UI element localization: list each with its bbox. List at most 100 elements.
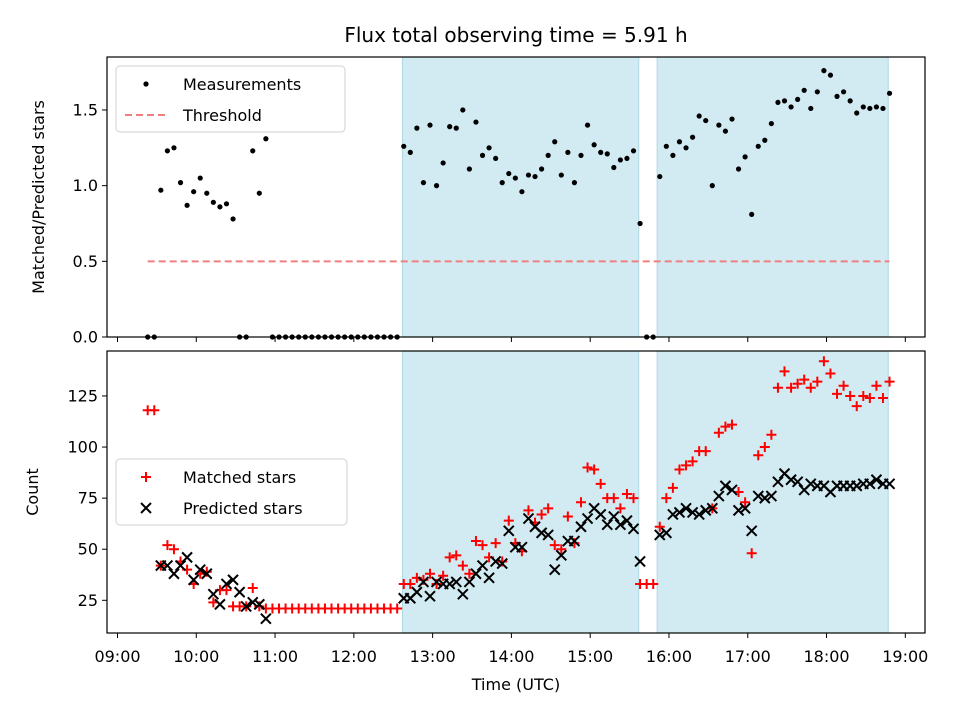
bottom-y-axis-label: Count — [23, 468, 42, 516]
bottom-shaded-region-1 — [401, 350, 640, 634]
measurement-point — [637, 220, 643, 227]
measurement-point — [499, 180, 505, 186]
predicted-star-point — [253, 598, 266, 611]
measurement-point — [676, 139, 683, 145]
matched-star-point — [851, 401, 862, 412]
x-tick-label: 15:00 — [567, 647, 613, 666]
matched-star-point — [792, 378, 803, 389]
predicted-star-point — [805, 478, 817, 490]
measurement-point — [223, 201, 230, 207]
measurement-point — [571, 180, 578, 186]
predicted-star-point — [660, 527, 673, 539]
legend-marker-plus — [141, 472, 151, 482]
predicted-star-point — [516, 541, 528, 553]
predicted-star-point — [424, 590, 436, 602]
legend-marker-x — [140, 502, 152, 514]
measurement-point — [217, 204, 223, 210]
measurement-point — [177, 180, 184, 186]
matched-star-point — [523, 505, 534, 516]
matched-star-point — [536, 509, 547, 520]
predicted-star-point — [601, 518, 613, 531]
measurement-point — [696, 113, 702, 119]
matched-star-point — [562, 511, 573, 522]
predicted-star-point — [700, 504, 712, 517]
x-tick-label: 17:00 — [725, 647, 771, 666]
measurement-point — [762, 137, 768, 143]
matched-star-point — [687, 456, 698, 467]
predicted-star-point — [489, 555, 502, 568]
predicted-star-point — [785, 474, 797, 486]
predicted-star-point — [220, 578, 233, 590]
matched-star-point — [877, 393, 888, 403]
measurement-point — [407, 149, 413, 155]
predicted-star-point — [549, 563, 561, 576]
measurement-point — [158, 187, 164, 193]
top-series-measurements — [145, 68, 893, 340]
matched-star-point — [503, 515, 514, 526]
measurement-point — [630, 148, 637, 154]
predicted-star-point — [864, 478, 876, 490]
predicted-star-point — [791, 476, 804, 488]
measurement-point — [204, 190, 210, 196]
measurement-point — [473, 119, 479, 125]
matched-star-point — [589, 464, 600, 475]
measurement-point — [197, 175, 203, 181]
measurement-point — [801, 87, 807, 93]
measurement-point — [860, 104, 866, 110]
predicted-star-point — [706, 502, 719, 515]
x-tick-label: 11:00 — [252, 647, 298, 666]
measurement-point — [427, 122, 433, 128]
predicted-star-point — [522, 512, 535, 525]
measurement-point — [847, 98, 853, 104]
matched-star-point — [805, 382, 816, 393]
measurement-point — [493, 155, 499, 162]
measurement-point — [191, 189, 197, 195]
measurement-point — [171, 145, 177, 151]
predicted-star-point — [187, 574, 200, 586]
bottom-legend: Matched stars Predicted stars — [115, 458, 348, 526]
legend-label: Matched stars — [183, 468, 296, 487]
bottom-panel: 25 50 75 100 125 Matched stars Predicted stars — [67, 350, 926, 638]
matched-star-point — [825, 368, 836, 379]
matched-star-point — [575, 497, 586, 508]
top-axes-frame — [106, 56, 926, 338]
matched-star-point — [464, 568, 475, 579]
matched-star-point — [845, 390, 856, 401]
measurement-point — [821, 68, 827, 74]
measurement-point — [709, 183, 715, 189]
measurement-point — [722, 128, 729, 134]
predicted-star-point — [608, 510, 620, 523]
measurement-point — [525, 172, 532, 178]
bottom-y-tick-label: 50 — [78, 540, 98, 559]
bottom-series-matched-stars — [142, 356, 895, 614]
predicted-star-point — [883, 478, 896, 490]
matched-star-point — [884, 376, 895, 387]
predicted-star-point — [194, 563, 206, 576]
predicted-star-point — [752, 490, 764, 502]
measurement-point — [230, 216, 236, 222]
matched-star-point — [168, 544, 179, 555]
matched-star-point — [424, 568, 435, 579]
predicted-star-point — [542, 529, 554, 541]
bottom-y-tick-label: 125 — [67, 386, 98, 405]
measurement-point — [742, 154, 748, 160]
predicted-star-point — [772, 476, 784, 488]
matched-star-point — [766, 429, 777, 440]
predicted-star-point — [759, 492, 771, 504]
measurement-point — [460, 107, 466, 113]
measurement-point — [512, 175, 518, 181]
measurement-point — [414, 125, 420, 131]
measurement-point — [591, 142, 597, 148]
predicted-star-point — [614, 518, 627, 531]
legend-marker-dot — [143, 81, 149, 87]
matched-star-point — [786, 382, 797, 393]
measurement-point — [840, 89, 847, 95]
measurement-point — [735, 166, 742, 172]
matched-star-point — [149, 405, 160, 416]
measurement-point — [263, 136, 269, 142]
matched-star-point — [812, 376, 823, 387]
predicted-star-point — [667, 508, 679, 521]
x-tick-label: 10:00 — [173, 647, 219, 666]
measurement-point — [558, 172, 564, 178]
